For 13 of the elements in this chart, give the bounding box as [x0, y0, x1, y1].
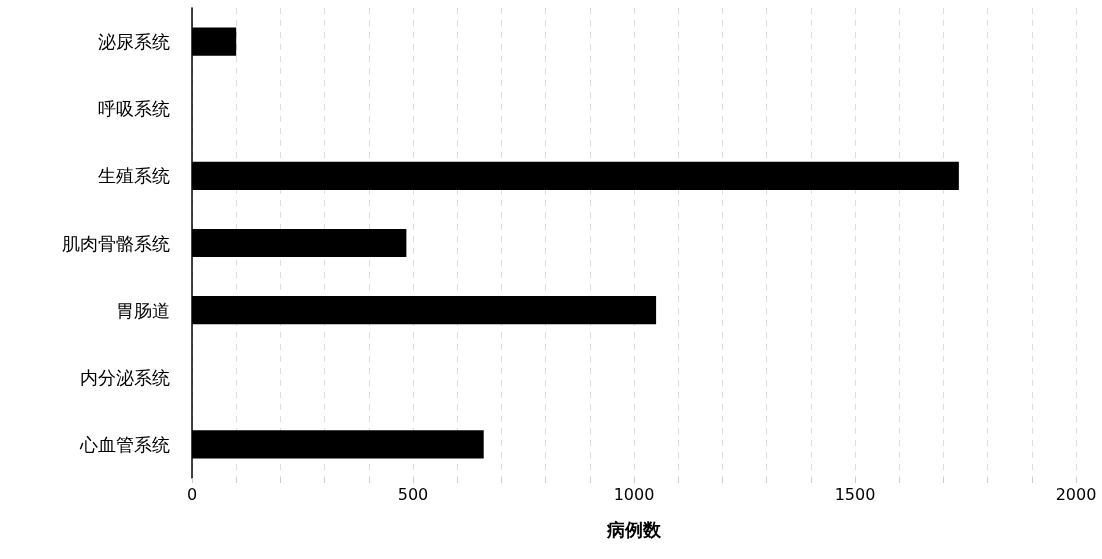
y-tick-label: 泌尿系统 [98, 31, 170, 53]
y-tick-label: 生殖系统 [98, 165, 170, 187]
x-tick-label: 0 [186, 484, 198, 504]
x-tick-label: 2000 [1055, 484, 1097, 504]
x-tick-label: 1000 [613, 484, 655, 504]
y-tick-label: 胃肠道 [116, 299, 170, 321]
y-tick-label: 心血管系统 [79, 433, 170, 455]
y-tick-label: 呼吸系统 [98, 98, 170, 120]
x-tick-label: 500 [397, 484, 429, 504]
y-tick-label: 内分泌系统 [80, 366, 170, 388]
x-tick-label: 1500 [834, 484, 876, 504]
y-tick-label: 肌肉骨骼系统 [62, 232, 170, 254]
x-axis-title: 病例数 [606, 518, 662, 540]
